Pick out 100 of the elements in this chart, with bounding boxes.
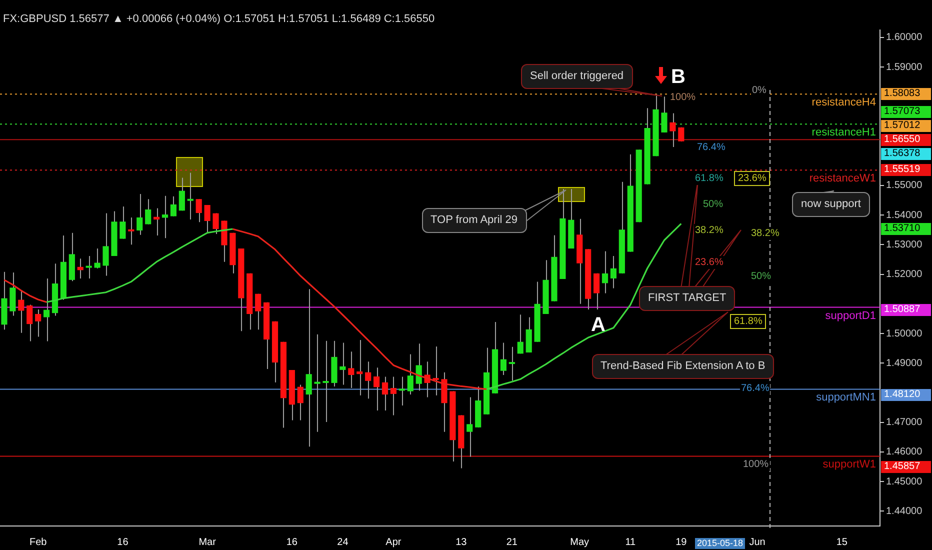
- x-tick-label: 15: [836, 536, 848, 548]
- candlestick: [526, 316, 532, 353]
- candlestick: [204, 204, 210, 233]
- candlestick: [306, 288, 312, 448]
- candlestick: [162, 195, 168, 239]
- y-tick-label: 1.45000: [886, 476, 923, 488]
- candlestick: [94, 248, 100, 269]
- candlestick: [145, 198, 152, 225]
- annotation: FIRST TARGET: [639, 286, 736, 310]
- y-tick-label: 1.49000: [886, 358, 923, 369]
- candlestick: [340, 342, 346, 386]
- candlestick: [10, 272, 16, 316]
- annotation: 0%: [751, 84, 768, 96]
- candlestick: [602, 250, 608, 294]
- text: 1.58083: [881, 88, 931, 100]
- annotation: 100%: [742, 458, 770, 470]
- annotation: 23.6%: [694, 256, 724, 268]
- ref-line-label: resistanceH4: [812, 96, 876, 109]
- candlestick: [297, 384, 304, 421]
- candlestick: [196, 198, 202, 223]
- candlestick: [610, 255, 617, 289]
- annotation: Sell order triggered: [521, 64, 633, 88]
- chart-title: FX:GBPUSD 1.56577 ▲ +0.00066 (+0.04%) O:1.57051 H:1.57051 L:1.56489 C:1.56550: [3, 13, 435, 25]
- annotation: A: [591, 314, 606, 336]
- ref-line-label: supportD1: [825, 310, 876, 322]
- candlestick: [365, 361, 372, 400]
- y-tick-label: 1.59000: [886, 62, 923, 73]
- annotation: 61.8%: [730, 314, 766, 328]
- candlestick: [593, 272, 600, 310]
- candlestick: [407, 354, 414, 396]
- candlestick: [136, 194, 143, 236]
- text: 1.45857: [881, 461, 931, 473]
- ref-line-label: supportMN1: [816, 392, 876, 404]
- candlestick: [390, 376, 397, 416]
- annotation: 50%: [702, 198, 724, 210]
- annotation: 38.2%: [694, 224, 724, 236]
- annotation: 61.8%: [694, 172, 724, 184]
- ref-line-label: supportW1: [822, 458, 876, 471]
- candlestick: [178, 177, 185, 212]
- x-tick-label: 13: [456, 536, 468, 548]
- y-tick-label: 1.55000: [886, 180, 923, 192]
- candlestick: [255, 293, 262, 330]
- candlestick: [120, 206, 126, 240]
- y-tick-label: 1.47000: [886, 417, 923, 428]
- candlestick: [77, 258, 84, 279]
- annotation: 38.2%: [750, 226, 780, 240]
- candlestick: [43, 278, 50, 342]
- x-tick-label: 21: [506, 536, 518, 548]
- candlestick: [18, 289, 24, 334]
- candlestick: [187, 172, 194, 220]
- candlestick: [382, 376, 388, 412]
- candlestick: [398, 376, 405, 406]
- x-tick-label: Mar: [198, 536, 217, 548]
- candlestick: [322, 340, 329, 423]
- x-tick-label: 19: [676, 536, 688, 548]
- candlestick: [102, 212, 109, 276]
- text: 1.53710: [881, 223, 931, 235]
- candlestick: [441, 372, 448, 432]
- text: 1.57012: [881, 120, 931, 132]
- y-tick-label: 1.46000: [886, 446, 923, 458]
- candlestick: [508, 346, 515, 382]
- candlestick: [432, 346, 439, 396]
- x-tick-label: Jun: [749, 536, 766, 548]
- y-tick-label: 1.53000: [886, 239, 923, 250]
- candlestick: [35, 309, 42, 338]
- y-tick-label: 1.52000: [886, 269, 923, 280]
- candlestick: [670, 112, 676, 148]
- ref-line-label: resistanceW1: [809, 172, 876, 185]
- candlestick: [373, 367, 380, 412]
- candlestick: [416, 343, 422, 392]
- annotation: B: [671, 66, 686, 88]
- candlestick: [678, 126, 684, 142]
- annotation: 100%: [669, 90, 697, 104]
- x-tick-label: 16: [117, 536, 129, 548]
- y-tick-label: 1.60000: [886, 32, 923, 44]
- candlestick: [153, 208, 160, 236]
- annotation: now support: [792, 192, 870, 216]
- y-tick-label: 1.50000: [886, 328, 923, 340]
- candlestick: [356, 340, 363, 396]
- y-tick-label: 1.54000: [886, 210, 923, 221]
- candlestick: [348, 351, 354, 389]
- text: 1.50887: [881, 304, 931, 316]
- annotation: 50%: [750, 270, 772, 282]
- ref-line-label: resistanceH1: [812, 126, 876, 139]
- x-tick-label: 11: [625, 536, 636, 548]
- annotation: 23.6%: [734, 170, 770, 186]
- candlestick: [517, 314, 524, 354]
- candlestick: [661, 96, 668, 133]
- annotation: 76.4%: [740, 382, 770, 394]
- text: 2015-05-18: [695, 538, 746, 548]
- candlestick: [86, 255, 92, 279]
- text: 1.55519: [881, 164, 931, 176]
- candlestick: [314, 334, 320, 432]
- x-tick-label: May: [570, 536, 590, 548]
- candlestick: [500, 342, 507, 376]
- text: 1.56550: [881, 134, 931, 146]
- x-tick-label: Feb: [29, 536, 48, 548]
- x-tick-label: Apr: [386, 536, 402, 548]
- candlestick: [170, 196, 177, 217]
- annotation: TOP from April 29: [422, 208, 527, 232]
